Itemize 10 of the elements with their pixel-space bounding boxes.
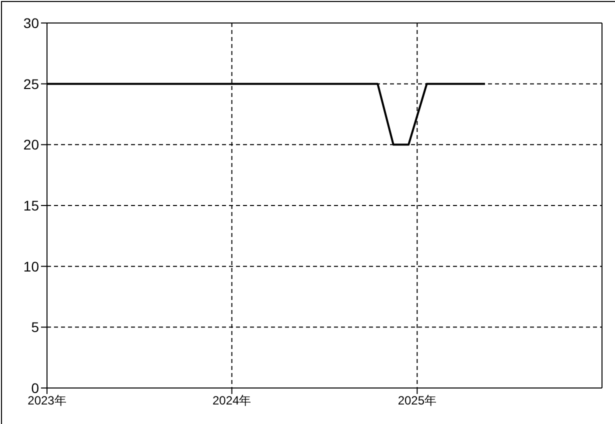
y-tick-label: 25 <box>23 76 40 92</box>
x-tick-label: 2025年 <box>398 394 437 408</box>
y-tick-label: 5 <box>31 319 40 336</box>
x-tick-label: 2024年 <box>212 394 252 408</box>
y-tick-label: 20 <box>23 136 40 153</box>
x-tick-label: 2023年 <box>28 394 66 408</box>
y-tick-label: 0 <box>31 380 40 396</box>
y-tick-label: 15 <box>23 197 40 214</box>
y-tick-label: 30 <box>23 14 40 31</box>
y-tick-label: 10 <box>23 258 40 274</box>
